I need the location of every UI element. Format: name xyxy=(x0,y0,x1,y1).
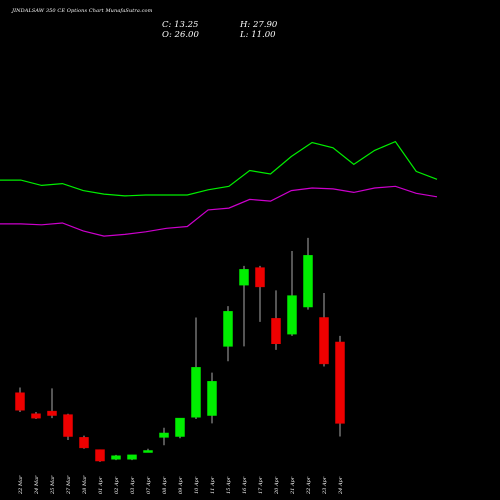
low-readout: L: 11.00 xyxy=(240,30,276,40)
x-tick-label: 01 Apr xyxy=(98,476,104,494)
x-tick-label: 11 Apr xyxy=(210,476,216,494)
candle-up xyxy=(223,311,233,347)
candle-down xyxy=(63,414,73,437)
lower-band-line xyxy=(0,185,438,237)
upper-band-line xyxy=(0,140,438,197)
candle-up xyxy=(239,269,249,286)
candle-up xyxy=(303,255,313,308)
candle-up xyxy=(159,432,169,438)
x-tick-label: 24 Mar xyxy=(34,475,40,495)
x-tick-label: 22 Mar xyxy=(18,475,24,495)
candle-down xyxy=(271,318,281,344)
x-tick-label: 10 Apr xyxy=(194,476,200,494)
chart-title: JINDALSAW 350 CE Options Chart MunafaSut… xyxy=(12,8,153,14)
x-tick-label: 17 Apr xyxy=(258,476,264,494)
candle-down xyxy=(319,317,329,365)
candle-down xyxy=(255,267,265,288)
candle-up xyxy=(191,367,201,418)
x-tick-label: 28 Mar xyxy=(82,475,88,495)
x-tick-label: 02 Apr xyxy=(114,476,120,494)
x-tick-label: 23 Apr xyxy=(322,476,328,495)
open-readout: O: 26.00 xyxy=(162,30,199,40)
close-readout: C: 13.25 xyxy=(162,20,199,30)
x-tick-label: 03 Apr xyxy=(130,476,136,494)
candle-down xyxy=(95,449,105,462)
x-tick-label: 16 Apr xyxy=(242,476,248,494)
high-readout: H: 27.90 xyxy=(240,20,278,30)
candle-up xyxy=(175,417,185,437)
x-tick-label: 21 Apr xyxy=(290,476,296,495)
x-tick-label: 24 Apr xyxy=(338,476,344,495)
candle-down xyxy=(79,437,89,449)
x-tick-label: 22 Apr xyxy=(306,476,312,495)
x-tick-label: 15 Apr xyxy=(226,476,232,494)
candle-down xyxy=(15,392,25,411)
candle-down xyxy=(335,341,345,424)
candle-down xyxy=(47,410,57,416)
x-tick-label: 25 Mar xyxy=(50,475,56,495)
candle-up xyxy=(127,454,137,460)
x-tick-label: 20 Apr xyxy=(274,476,280,495)
x-tick-label: 09 Apr xyxy=(178,476,184,494)
x-tick-label: 08 Apr xyxy=(162,476,168,494)
candle-up xyxy=(207,381,217,416)
x-tick-label: 07 Apr xyxy=(146,476,152,494)
candle-up xyxy=(143,450,153,453)
candle-down xyxy=(31,413,41,419)
candle-up xyxy=(287,295,297,335)
x-tick-label: 27 Mar xyxy=(66,475,72,495)
candle-up xyxy=(111,455,121,460)
